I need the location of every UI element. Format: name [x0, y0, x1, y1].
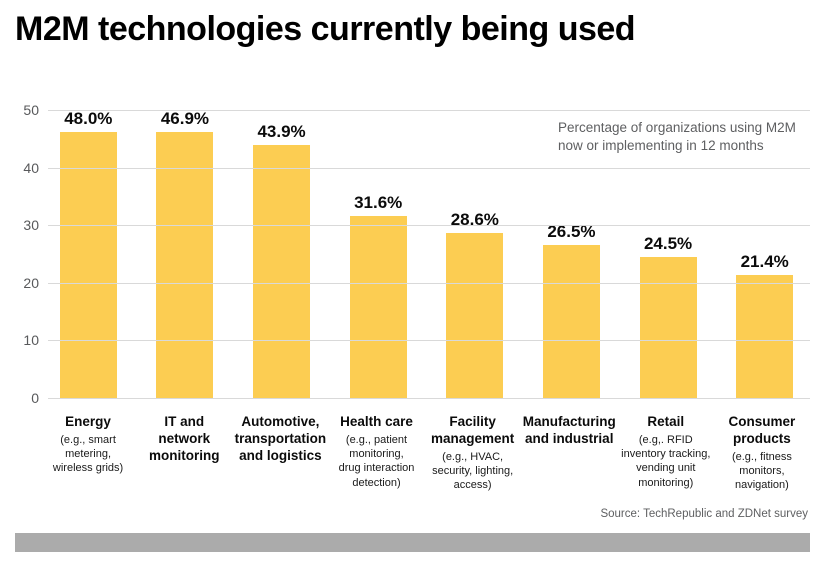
bar — [59, 132, 117, 398]
y-axis-tick-label: 50 — [23, 102, 39, 118]
bar — [446, 233, 504, 398]
plot-area: Percentage of organizations using M2M no… — [23, 103, 810, 405]
bar-column: 26.5% — [523, 110, 620, 398]
y-axis-tick-label: 20 — [23, 274, 39, 291]
y-axis-tick-label: 0 — [31, 390, 39, 406]
source-credit: Source: TechRepublic and ZDNet survey — [600, 508, 808, 520]
category-label: Consumer products (e.g., fitness monitors… — [714, 414, 810, 493]
bar-column: 21.4% — [716, 110, 813, 398]
bar-column: 43.9% — [233, 110, 330, 398]
footer-bar — [15, 533, 810, 552]
bar — [349, 215, 407, 398]
bar-value-label: 26.5% — [547, 222, 596, 242]
bar-value-label: 48.0% — [64, 109, 113, 128]
category-label: Automotive, transportation and logistics — [232, 414, 328, 493]
y-axis-tick-label: 30 — [23, 217, 39, 234]
category-detail: (e.g., fitness monitors, navigation) — [731, 450, 792, 492]
category-name: IT and network monitoring — [148, 414, 220, 463]
bar-column: 24.5% — [620, 110, 717, 398]
category-label: Energy (e.g., smart metering, wireless gr… — [40, 414, 136, 493]
gridline — [48, 225, 810, 227]
gridline — [48, 398, 810, 399]
y-axis-tick-label: 40 — [23, 159, 39, 176]
category-label: Health care (e.g., patient monitoring, dr… — [328, 414, 424, 493]
bar — [639, 256, 697, 398]
category-detail: (e.g,. RFID inventory tracking, vending … — [621, 433, 711, 489]
category-name: Manufacturing and industrial — [522, 414, 616, 446]
category-label: Manufacturing and industrial — [521, 414, 618, 493]
bar-value-label: 28.6% — [450, 210, 499, 230]
category-name: Facility management — [430, 414, 515, 446]
bars-container: 48.0% 46.9% 43.9% 31.6% 28.6% 26.5% 24.5% 21.4% — [40, 110, 813, 398]
category-label: IT and network monitoring — [136, 414, 232, 493]
bar — [156, 132, 214, 398]
bar-value-label: 24.5% — [643, 233, 693, 253]
bar-value-label: 21.4% — [740, 251, 789, 271]
chart-title: M2M technologies currently being used — [15, 10, 636, 48]
bar — [542, 245, 600, 398]
category-label: Facility management (e.g., HVAC, security… — [425, 414, 521, 493]
gridline — [48, 167, 810, 169]
bar-column: 28.6% — [427, 110, 524, 398]
bar-column: 48.0% — [40, 110, 137, 398]
category-detail: (e.g., patient monitoring, drug interact… — [338, 433, 415, 489]
category-name: Consumer products — [728, 414, 796, 446]
gridline — [48, 282, 810, 284]
bar-value-label: 43.9% — [257, 122, 306, 142]
category-labels-row: Energy (e.g., smart metering, wireless gr… — [40, 414, 810, 493]
category-name: Energy — [65, 414, 111, 429]
category-detail: (e.g., smart metering, wireless grids) — [52, 433, 124, 475]
bar-column: 31.6% — [330, 110, 427, 398]
category-detail: (e.g., HVAC, security, lighting, access) — [432, 450, 514, 492]
category-name: Health care — [340, 414, 413, 429]
chart-annotation: Percentage of organizations using M2M no… — [558, 120, 796, 154]
gridline — [48, 340, 810, 342]
gridline — [48, 110, 810, 111]
category-label: Retail (e.g,. RFID inventory tracking, ve… — [618, 414, 714, 493]
bar-column: 46.9% — [137, 110, 234, 398]
category-name: Automotive, transportation and logistics — [234, 414, 327, 463]
bar — [253, 145, 311, 398]
bar-value-label: 46.9% — [160, 109, 210, 128]
bar-value-label: 31.6% — [354, 192, 403, 212]
bar — [736, 274, 794, 398]
category-name: Retail — [647, 414, 685, 429]
y-axis-tick-label: 10 — [23, 332, 39, 349]
